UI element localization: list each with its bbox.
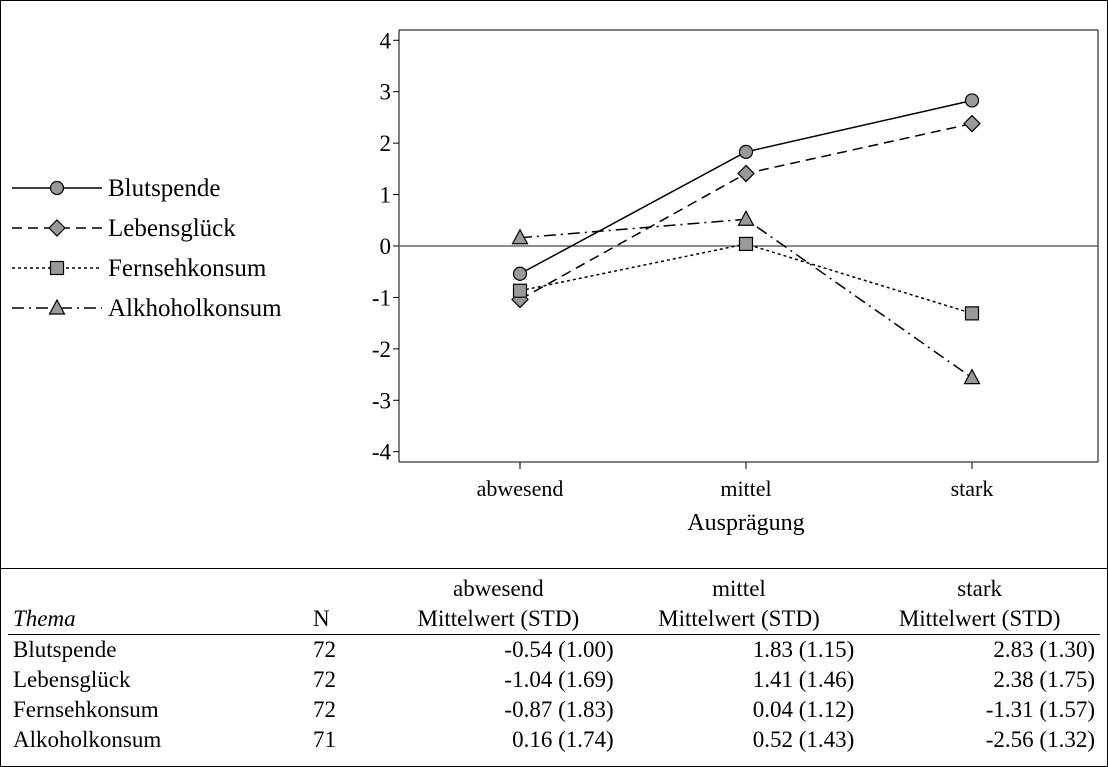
group-header-abwesend: abwesend xyxy=(452,576,544,601)
y-tick-label: -3 xyxy=(372,388,391,413)
table-row: Fernsehkonsum 72 -0.87 (1.83) 0.04 (1.12) -1… xyxy=(8,695,1100,725)
y-tick-label: 0 xyxy=(380,234,392,259)
column-header-thema: Thema xyxy=(8,604,308,635)
chart-table-divider xyxy=(0,568,1108,569)
legend-label-fernsehkonsum: Fernsehkonsum xyxy=(108,255,267,282)
cell-abwesend: -0.87 (1.83) xyxy=(504,697,614,722)
y-tick-label: -4 xyxy=(372,440,392,465)
x-axis-label: Ausprägung xyxy=(687,510,804,536)
table-row: Alkoholkonsum 71 0.16 (1.74) 0.52 (1.43) -2.… xyxy=(8,725,1100,755)
series-line-fernsehkonsum xyxy=(519,243,973,315)
legend-label-alkhoholkonsum: Alkhoholkonsum xyxy=(108,295,282,322)
data-point-blutspende xyxy=(738,144,754,159)
legend-label-blutspende: Blutspende xyxy=(108,175,221,202)
column-header-stat-mittel: Mittelwert (STD) xyxy=(618,604,860,635)
cell-stark: 2.83 (1.30) xyxy=(993,637,1095,662)
cell-stark: 2.38 (1.75) xyxy=(993,667,1095,692)
chart-legend: Blutspende Lebensglück Fernsehkonsum Alkhoh… xyxy=(12,175,282,322)
cell-abwesend: 0.16 (1.74) xyxy=(512,727,614,752)
group-header-mittel: mittel xyxy=(712,576,766,601)
data-point-fernsehkonsum xyxy=(738,236,754,252)
legend-item-fernsehkonsum: Fernsehkonsum xyxy=(12,255,267,282)
series-blutspende xyxy=(512,93,980,281)
cell-mittel: 1.83 (1.15) xyxy=(752,637,855,662)
data-point-alkhoholkonsum xyxy=(963,368,981,385)
cell-mittel: 0.52 (1.43) xyxy=(752,727,855,752)
table-header-columns: Thema N Mittelwert (STD) Mittelwert (STD… xyxy=(8,604,1100,635)
data-point-blutspende xyxy=(964,93,980,108)
data-point-alkhoholkonsum xyxy=(511,228,529,245)
cell-abwesend: -1.04 (1.69) xyxy=(504,667,614,692)
cell-thema: Blutspende xyxy=(13,637,117,662)
legend-marker-lebensgl-ck xyxy=(48,219,66,237)
line-chart: 4 3 2 1 0 -1 -2 -3 -4 abwesend mittel stark Blutspe… xyxy=(12,28,1099,536)
cell-n: 72 xyxy=(313,667,336,692)
cell-thema: Alkoholkonsum xyxy=(13,727,162,752)
cell-mittel: 0.04 (1.12) xyxy=(752,697,855,722)
data-point-blutspende xyxy=(512,266,528,281)
statistics-table: abwesend mittel stark Thema N Mittelwert… xyxy=(8,574,1100,755)
cell-stark: -2.56 (1.32) xyxy=(985,727,1095,752)
x-tick-label-mittel: mittel xyxy=(720,476,771,501)
y-tick-label: 1 xyxy=(380,183,392,208)
legend-label-lebensgl-ck: Lebensglück xyxy=(108,215,236,242)
legend-item-lebensgl-ck: Lebensglück xyxy=(12,215,236,242)
cell-mittel: 1.41 (1.46) xyxy=(752,667,855,692)
table-row: Lebensglück 72 -1.04 (1.69) 1.41 (1.46) 2.38… xyxy=(8,665,1100,695)
y-tick-label: -2 xyxy=(372,337,391,362)
chart-axes: 4 3 2 1 0 -1 -2 -3 -4 abwesend mittel stark xyxy=(372,28,1099,501)
cell-thema: Fernsehkonsum xyxy=(13,697,159,722)
cell-n: 71 xyxy=(313,727,336,752)
legend-marker-alkhoholkonsum xyxy=(48,298,66,315)
y-tick-label: 2 xyxy=(380,131,392,156)
cell-thema: Lebensglück xyxy=(13,667,131,692)
y-tick-label: 3 xyxy=(380,80,392,105)
legend-marker-fernsehkonsum xyxy=(49,260,65,276)
cell-n: 72 xyxy=(313,637,336,662)
group-header-stark: stark xyxy=(957,576,1003,601)
data-point-alkhoholkonsum xyxy=(737,209,755,226)
legend-marker-blutspende xyxy=(49,180,65,196)
column-header-stat-abwesend: Mittelwert (STD) xyxy=(378,604,619,635)
x-tick-label-abwesend: abwesend xyxy=(477,476,564,501)
cell-abwesend: -0.54 (1.00) xyxy=(504,637,614,662)
data-point-fernsehkonsum xyxy=(964,306,980,321)
legend-item-alkhoholkonsum: Alkhoholkonsum xyxy=(12,295,282,322)
column-header-stat-stark: Mittelwert (STD) xyxy=(859,604,1100,635)
x-tick-label-stark: stark xyxy=(951,476,994,501)
legend-item-blutspende: Blutspende xyxy=(12,175,221,202)
table-row: Blutspende 72 -0.54 (1.00) 1.83 (1.15) 2.83 … xyxy=(8,635,1100,666)
cell-n: 72 xyxy=(313,697,336,722)
data-point-lebensgl-ck xyxy=(963,114,981,133)
chart-series xyxy=(511,93,981,385)
y-tick-label: 4 xyxy=(380,28,392,53)
data-point-lebensgl-ck xyxy=(737,164,755,183)
table-header-groups: abwesend mittel stark xyxy=(8,574,1100,604)
series-alkhoholkonsum xyxy=(511,209,981,385)
data-point-fernsehkonsum xyxy=(512,283,528,298)
cell-stark: -1.31 (1.57) xyxy=(985,697,1095,722)
column-header-n: N xyxy=(308,604,378,635)
y-tick-label: -1 xyxy=(372,285,391,310)
series-fernsehkonsum xyxy=(512,236,980,321)
